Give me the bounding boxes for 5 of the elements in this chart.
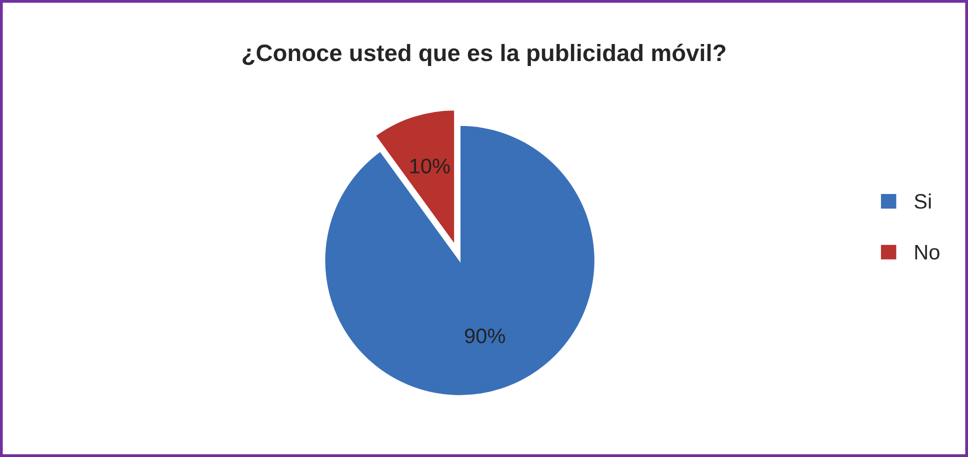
- data-label: 10%: [410, 158, 450, 174]
- legend-label: No: [915, 245, 940, 260]
- legend-label: Si: [914, 193, 931, 209]
- data-label: 90%: [465, 328, 505, 344]
- chart-title: ¿Conoce usted que es la publicidad móvil?: [242, 44, 726, 66]
